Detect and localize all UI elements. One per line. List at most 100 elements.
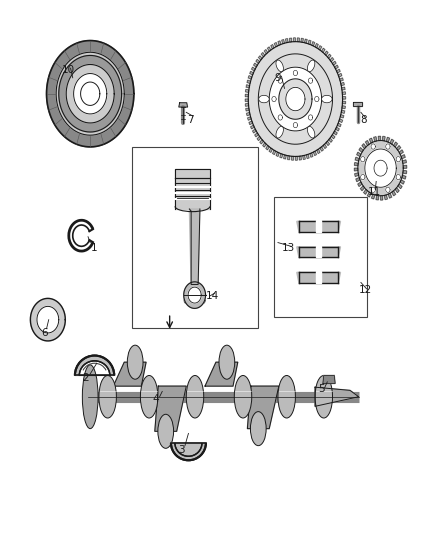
Polygon shape xyxy=(248,76,252,79)
Polygon shape xyxy=(358,141,403,196)
Polygon shape xyxy=(272,96,276,102)
Text: 1: 1 xyxy=(91,243,98,253)
Polygon shape xyxy=(316,271,321,283)
Polygon shape xyxy=(398,184,402,189)
Polygon shape xyxy=(295,156,297,160)
Polygon shape xyxy=(175,178,210,209)
Polygon shape xyxy=(312,42,314,46)
Polygon shape xyxy=(246,85,250,88)
Polygon shape xyxy=(342,87,345,90)
Ellipse shape xyxy=(186,375,204,418)
Polygon shape xyxy=(374,137,377,141)
Polygon shape xyxy=(376,196,378,200)
Polygon shape xyxy=(340,115,344,118)
Polygon shape xyxy=(315,387,359,406)
Polygon shape xyxy=(304,39,307,43)
Polygon shape xyxy=(288,156,290,160)
Polygon shape xyxy=(403,160,406,163)
Polygon shape xyxy=(245,94,248,97)
Polygon shape xyxy=(371,144,375,149)
Polygon shape xyxy=(403,165,407,168)
Polygon shape xyxy=(314,151,316,156)
Ellipse shape xyxy=(307,126,315,138)
Polygon shape xyxy=(278,115,283,120)
Polygon shape xyxy=(155,386,186,431)
Ellipse shape xyxy=(276,126,283,138)
Polygon shape xyxy=(357,152,361,157)
Polygon shape xyxy=(395,188,399,192)
Polygon shape xyxy=(342,106,345,109)
Polygon shape xyxy=(271,45,274,49)
Polygon shape xyxy=(365,149,396,187)
Polygon shape xyxy=(189,209,200,285)
Polygon shape xyxy=(318,46,321,50)
Polygon shape xyxy=(367,192,371,197)
Polygon shape xyxy=(353,102,362,106)
Text: 14: 14 xyxy=(206,290,219,301)
Polygon shape xyxy=(386,187,390,192)
Ellipse shape xyxy=(127,345,143,379)
Polygon shape xyxy=(308,40,311,44)
Polygon shape xyxy=(323,144,326,149)
Polygon shape xyxy=(325,51,328,55)
Polygon shape xyxy=(360,157,365,162)
Polygon shape xyxy=(364,189,367,195)
Polygon shape xyxy=(171,443,206,461)
Polygon shape xyxy=(360,186,364,191)
Polygon shape xyxy=(370,138,373,143)
Polygon shape xyxy=(328,54,331,59)
Polygon shape xyxy=(75,356,114,375)
Polygon shape xyxy=(385,195,387,199)
Polygon shape xyxy=(251,125,254,129)
Text: 7: 7 xyxy=(187,115,194,125)
Polygon shape xyxy=(326,141,329,146)
Polygon shape xyxy=(360,174,365,180)
Polygon shape xyxy=(315,44,318,48)
Polygon shape xyxy=(73,72,79,80)
Polygon shape xyxy=(297,272,340,283)
Polygon shape xyxy=(293,70,297,76)
Polygon shape xyxy=(320,147,323,151)
Polygon shape xyxy=(396,157,400,162)
Text: 3: 3 xyxy=(179,445,185,455)
Polygon shape xyxy=(371,187,375,192)
Polygon shape xyxy=(251,67,255,71)
Polygon shape xyxy=(335,65,338,69)
Text: 11: 11 xyxy=(367,187,381,197)
Polygon shape xyxy=(343,96,346,99)
Text: 6: 6 xyxy=(41,328,48,338)
Polygon shape xyxy=(301,38,303,42)
Polygon shape xyxy=(247,386,279,429)
Polygon shape xyxy=(316,220,321,232)
Polygon shape xyxy=(30,298,65,341)
Polygon shape xyxy=(188,287,201,303)
Polygon shape xyxy=(323,375,335,383)
Polygon shape xyxy=(381,196,383,200)
Ellipse shape xyxy=(259,95,269,103)
Polygon shape xyxy=(355,173,359,176)
Polygon shape xyxy=(286,39,288,43)
Polygon shape xyxy=(362,144,366,149)
Polygon shape xyxy=(245,99,248,101)
Polygon shape xyxy=(264,50,268,54)
Bar xyxy=(132,147,258,328)
Polygon shape xyxy=(401,155,405,159)
Polygon shape xyxy=(59,55,122,132)
Polygon shape xyxy=(66,64,114,123)
Polygon shape xyxy=(394,142,397,147)
Polygon shape xyxy=(329,138,332,142)
Polygon shape xyxy=(392,191,396,196)
Polygon shape xyxy=(246,90,249,92)
Polygon shape xyxy=(255,133,258,137)
Polygon shape xyxy=(356,177,360,182)
Ellipse shape xyxy=(82,365,98,429)
Polygon shape xyxy=(297,247,340,257)
Polygon shape xyxy=(266,146,269,150)
Polygon shape xyxy=(366,141,369,146)
Polygon shape xyxy=(297,38,299,42)
Polygon shape xyxy=(321,48,325,53)
Ellipse shape xyxy=(234,375,252,418)
Text: 4: 4 xyxy=(152,394,159,405)
Polygon shape xyxy=(254,63,257,67)
Polygon shape xyxy=(278,41,281,45)
